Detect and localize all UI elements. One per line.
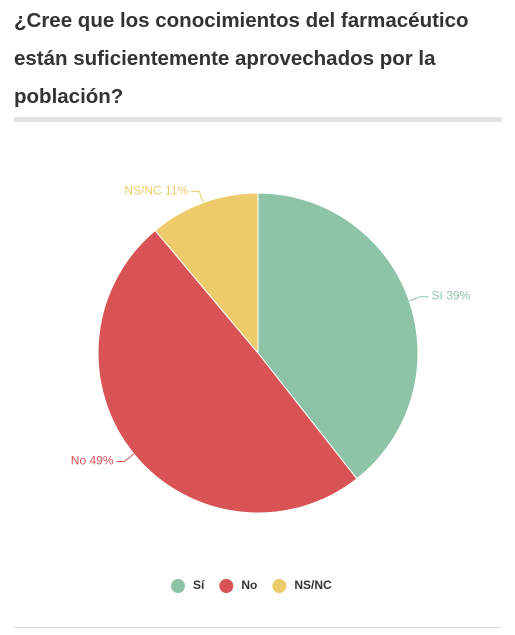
legend-swatch (171, 579, 185, 593)
data-label-name: No (71, 454, 87, 468)
chart-title: ¿Cree que los conocimientos del farmacéu… (14, 9, 469, 108)
leader-line (191, 190, 204, 203)
legend-label: No (241, 578, 257, 592)
legend-label: NS/NC (294, 578, 332, 592)
data-label-name: Sí (432, 289, 444, 303)
pie-slice (97, 229, 358, 514)
data-label-value: 39% (446, 289, 470, 303)
data-label-value: 49% (89, 454, 113, 468)
legend-swatch (219, 579, 234, 593)
leader-line (409, 296, 429, 302)
bottom-divider (14, 627, 502, 628)
data-label: Sí 39% (432, 289, 471, 303)
data-label-value: 11% (165, 184, 188, 198)
title-divider (14, 117, 502, 122)
data-label-name: NS/NC (124, 184, 162, 198)
pie-slice (257, 192, 419, 480)
data-label: NS/NC 11% (124, 184, 188, 198)
legend-swatch (272, 579, 287, 593)
data-label: No 49% (71, 454, 114, 468)
pie-slice (154, 192, 259, 355)
leader-line (116, 453, 135, 462)
legend-label: Sí (193, 578, 205, 592)
